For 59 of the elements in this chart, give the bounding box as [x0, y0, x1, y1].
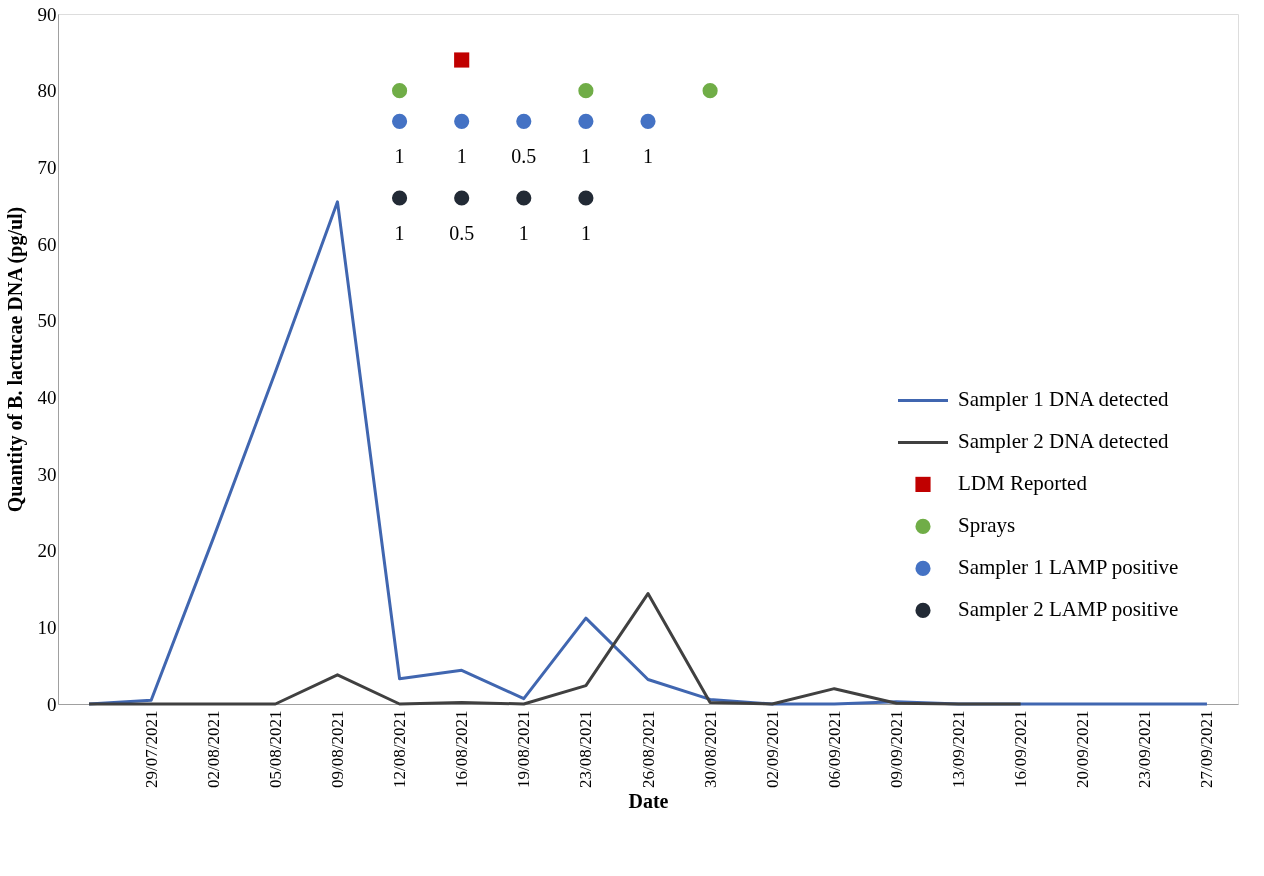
- y-tick-label: 30: [37, 463, 57, 485]
- line-series: [87, 200, 1209, 706]
- point: [454, 52, 470, 68]
- x-tick-label: 09/08/2021: [327, 710, 347, 788]
- y-tick-label: 80: [37, 80, 57, 102]
- y-tick-label: 90: [37, 3, 57, 25]
- point: [392, 113, 408, 129]
- x-tick-label: 30/08/2021: [700, 710, 720, 788]
- legend-label: Sampler 1 LAMP positive: [958, 555, 1179, 580]
- point: [454, 113, 470, 129]
- x-tick-label: 02/09/2021: [762, 710, 782, 788]
- y-tick-label: 40: [37, 386, 57, 408]
- point: [640, 113, 656, 129]
- annotation: 1: [394, 145, 405, 168]
- point: [516, 190, 532, 206]
- annotation: 1: [394, 222, 405, 244]
- x-tick-label: 23/09/2021: [1135, 710, 1155, 788]
- legend-label: LDM Reported: [958, 471, 1088, 496]
- point: [702, 83, 718, 99]
- legend-label: Sampler 2 DNA detected: [958, 429, 1170, 454]
- point: [392, 83, 408, 99]
- annotation: 1: [580, 145, 591, 168]
- x-tick-label: 02/08/2021: [203, 710, 223, 788]
- x-tick-label: 29/07/2021: [141, 710, 161, 788]
- x-tick-label: 16/08/2021: [452, 710, 472, 788]
- x-tick-label: 26/08/2021: [638, 710, 658, 788]
- point: [578, 113, 594, 129]
- point: [578, 190, 594, 206]
- legend-label: Sampler 1 DNA detected: [958, 387, 1170, 412]
- point: [578, 83, 594, 99]
- x-tick-label: 09/09/2021: [886, 710, 906, 788]
- point: [454, 190, 470, 206]
- y-tick-label: 50: [37, 310, 57, 332]
- x-tick-label: 12/08/2021: [390, 710, 410, 788]
- x-tick-label: 27/09/2021: [1197, 710, 1217, 788]
- x-tick-label: 19/08/2021: [514, 710, 534, 788]
- annotation: 0.5: [449, 222, 475, 244]
- annotation: 1: [580, 222, 591, 244]
- annotation: 1: [456, 145, 467, 168]
- x-tick-label: 20/09/2021: [1073, 710, 1093, 788]
- y-tick-label: 10: [37, 616, 57, 638]
- x-tick-label: 16/09/2021: [1011, 710, 1031, 788]
- x-tick-label: 13/09/2021: [949, 710, 969, 788]
- x-tick-label: 05/08/2021: [265, 710, 285, 788]
- y-tick-label: 60: [37, 233, 57, 255]
- y-tick-label: 70: [37, 156, 57, 178]
- legend-label: Sprays: [958, 513, 1016, 538]
- annotation: 1: [643, 145, 653, 168]
- y-tick-label: 0: [47, 693, 57, 715]
- x-tick-label: 06/09/2021: [824, 710, 844, 788]
- point: [516, 113, 532, 129]
- y-axis-title: Quantity of B. lactucae DNA (pg/ul): [3, 206, 27, 513]
- x-tick-label: 23/08/2021: [576, 710, 596, 788]
- x-axis-title: Date: [628, 789, 669, 812]
- annotation: 1: [518, 222, 529, 244]
- point: [392, 190, 408, 206]
- legend-label: Sampler 2 LAMP positive: [958, 597, 1179, 622]
- annotation: 0.5: [511, 145, 537, 168]
- y-tick-label: 20: [37, 540, 57, 562]
